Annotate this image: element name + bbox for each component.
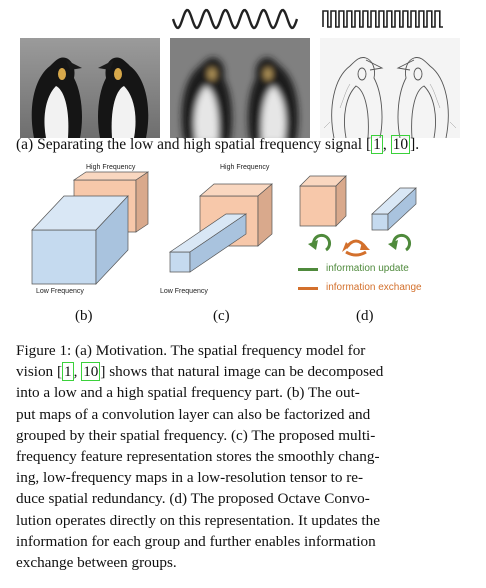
low-frequency-label-c: Low Frequency: [160, 288, 208, 295]
high-frequency-wave-icon: [322, 10, 443, 28]
penguin-high-frequency-image: [320, 38, 460, 138]
panel-d-octave-convolution-diagram: [299, 175, 417, 257]
panel-d-sublabel: (d): [356, 308, 374, 324]
high-frequency-label-c: High Frequency: [220, 164, 270, 171]
high-frequency-label-b: High Frequency: [86, 164, 136, 171]
low-frequency-wave-icon: [172, 8, 298, 30]
panel-c-sublabel: (c): [213, 308, 230, 324]
information-update-arrowhead-high: [308, 240, 318, 250]
low-frequency-box-d: [371, 187, 417, 231]
legend-update-swatch: [298, 268, 318, 271]
low-frequency-box-c: [168, 213, 248, 273]
legend-exchange-label: information exchange: [326, 282, 422, 293]
legend-update-label: information update: [326, 263, 409, 274]
information-update-arrowhead-low: [388, 240, 398, 250]
figure-caption: Figure 1: (a) Motivation. The spatial fr…: [16, 342, 384, 572]
high-frequency-box-d: [299, 175, 347, 227]
penguin-low-frequency-image: [170, 38, 310, 138]
panel-a-caption: (a) Separating the low and high spatial …: [16, 135, 420, 154]
panel-b-sublabel: (b): [75, 308, 93, 324]
citation-link-1[interactable]: 1: [371, 135, 383, 154]
legend-exchange-swatch: [298, 287, 318, 290]
panel-b-factorized-tensor-diagram: [31, 171, 150, 285]
citation-link-10[interactable]: 10: [81, 362, 101, 382]
low-frequency-box-b: [31, 195, 129, 285]
low-frequency-label-b: Low Frequency: [36, 288, 84, 295]
information-update-arrow-low: [392, 233, 411, 252]
citation-link-10[interactable]: 10: [390, 135, 411, 154]
information-update-arrow-high: [312, 233, 331, 252]
citation-link-1[interactable]: 1: [62, 362, 74, 382]
panel-c-multifrequency-diagram: [168, 183, 273, 273]
penguin-original-image: [20, 38, 160, 138]
